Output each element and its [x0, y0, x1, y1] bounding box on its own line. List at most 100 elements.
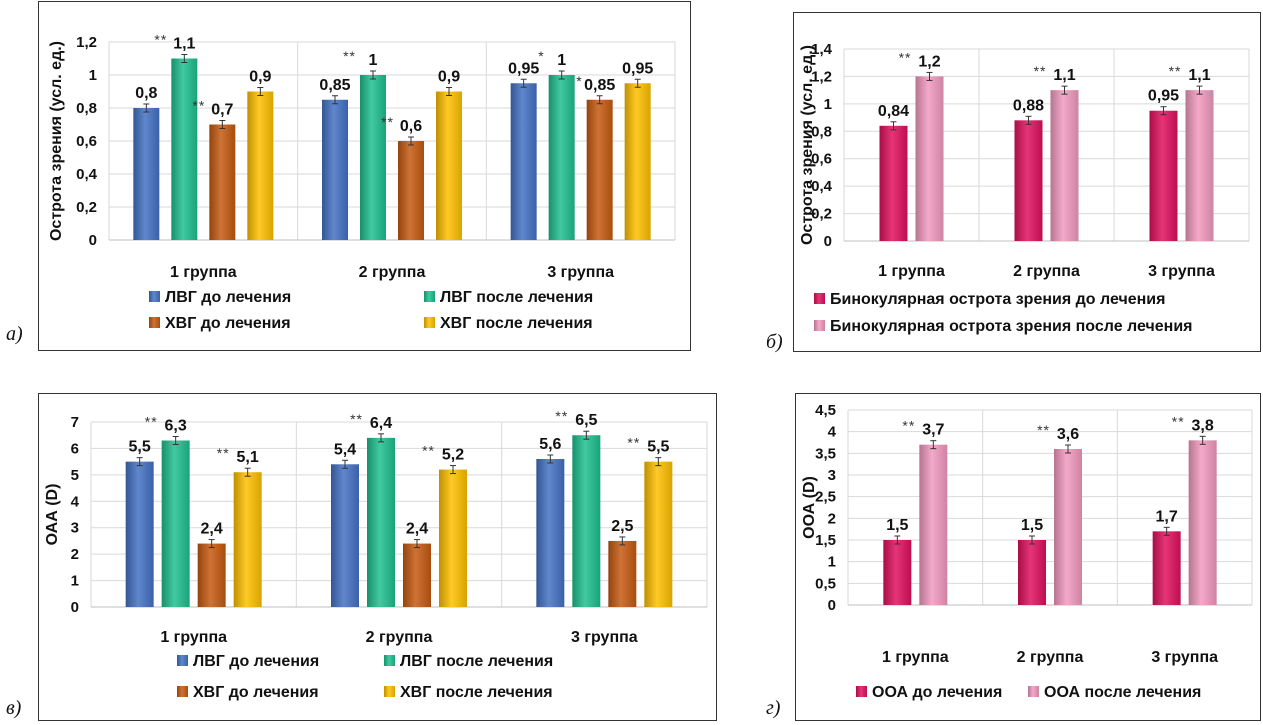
significance-mark: **	[1037, 422, 1050, 438]
bar	[197, 543, 226, 607]
y-tick-label: 2,5	[815, 489, 836, 506]
y-tick-label: 1,5	[815, 532, 836, 549]
significance-mark: **	[1169, 63, 1182, 79]
significance-mark: **	[381, 114, 394, 130]
data-label: 6,3	[165, 418, 187, 435]
legend-swatch	[177, 686, 188, 697]
data-label: 5,4	[334, 441, 356, 458]
y-tick-label: 1	[828, 554, 836, 571]
y-tick-label: 0,6	[76, 133, 97, 150]
y-tick-label: 0,6	[811, 151, 832, 168]
data-label: 5,5	[647, 439, 669, 456]
panel-label-b: б)	[766, 331, 783, 353]
legend-label: ООА до лечения	[872, 684, 1002, 701]
bar	[133, 108, 160, 240]
data-label: 1,1	[173, 36, 195, 53]
legend-swatch	[384, 686, 395, 697]
bar	[879, 125, 908, 241]
y-tick-label: 3,5	[815, 445, 836, 462]
significance-mark: **	[899, 49, 912, 65]
data-label: 1,7	[1156, 508, 1178, 525]
bar	[1185, 90, 1214, 242]
data-label: 0,9	[438, 69, 460, 86]
y-tick-label: 1	[71, 573, 79, 590]
y-tick-label: 7	[71, 414, 79, 431]
y-tick-label: 2	[828, 510, 836, 527]
bar	[1018, 540, 1046, 605]
category-label: 2 группа	[359, 264, 426, 281]
data-label: 1,1	[1188, 67, 1210, 84]
data-label: 3,7	[922, 422, 944, 439]
significance-mark: **	[555, 408, 568, 424]
legend-label: Бинокулярная острота зрения до лечения	[830, 291, 1165, 308]
bar	[608, 540, 637, 607]
bar	[1014, 120, 1043, 241]
data-label: 5,6	[539, 436, 561, 453]
bar	[1054, 449, 1082, 605]
legend-swatch	[856, 686, 867, 697]
category-label: 3 группа	[1148, 263, 1215, 280]
legend-swatch	[149, 291, 160, 302]
y-axis-label: Острота зрения (усл. ед.)	[799, 45, 816, 245]
data-label: 1	[369, 52, 378, 69]
y-axis-label: ООА (D)	[801, 476, 818, 539]
y-tick-label: 0,4	[811, 178, 833, 195]
data-label: 1,1	[1053, 67, 1075, 84]
y-tick-label: 1,2	[811, 68, 832, 85]
y-tick-label: 4	[828, 424, 837, 441]
significance-mark: **	[145, 414, 158, 430]
data-label: 5,1	[237, 449, 259, 466]
significance-mark: **	[192, 98, 205, 114]
bar	[209, 124, 236, 240]
chart-panel-a: 0 0,2 0,4 0,6 0,8 1 1,2 Острота зрения (усл. ед…	[38, 1, 691, 351]
bar	[398, 141, 424, 240]
panel-label-a: а)	[6, 323, 23, 345]
bar	[624, 83, 651, 240]
legend-swatch	[814, 293, 825, 304]
data-label: 2,5	[611, 518, 633, 535]
y-axis-label: ОАА (D)	[44, 484, 61, 546]
legend-label: ХВГ до лечения	[193, 684, 319, 701]
y-tick-label: 6	[71, 440, 79, 457]
data-label: 0,7	[211, 102, 233, 119]
legend-swatch	[149, 317, 160, 328]
legend-swatch	[177, 655, 188, 666]
y-tick-label: 0,8	[811, 123, 832, 140]
significance-mark: *	[538, 48, 544, 64]
category-label: 3 группа	[1151, 649, 1218, 666]
bar	[247, 91, 274, 240]
data-label: 1,2	[918, 53, 940, 70]
bar	[1050, 90, 1079, 242]
data-label: 0,95	[508, 60, 539, 77]
y-tick-label: 0,4	[76, 166, 98, 183]
category-label: 1 группа	[170, 264, 237, 281]
bar	[1188, 440, 1217, 605]
panel-label-c: в)	[6, 697, 22, 719]
legend-label: ООА после лечения	[1044, 684, 1201, 701]
bar	[572, 435, 601, 607]
y-tick-label: 1,4	[811, 41, 833, 58]
data-label: 0,95	[1148, 88, 1179, 105]
legend-label: ЛВГ до лечения	[165, 289, 291, 306]
chart-panel-c: 0 1 2 3 4 5 6 7 ОАА (D) 5,5 6,3 ** 2,4 5,1 ** 1 группа 5…	[38, 393, 717, 721]
y-tick-label: 0,2	[811, 206, 832, 223]
legend-label: ХВГ до лечения	[165, 315, 291, 332]
y-tick-label: 1,2	[76, 34, 97, 51]
bar	[171, 58, 198, 240]
data-label: 0,84	[878, 103, 909, 120]
legend-label: ХВГ после лечения	[440, 315, 593, 332]
category-label: 1 группа	[160, 629, 227, 646]
bar	[322, 99, 348, 240]
y-tick-label: 4,5	[815, 402, 836, 419]
data-label: 5,5	[129, 439, 151, 456]
chart-panel-d: 0 0,5 1 1,5 2 2,5 3 3,5 4 4,5 ООА (D) 1,5 3,7 ** 1 гру…	[795, 393, 1261, 721]
legend-swatch	[814, 320, 825, 331]
data-label: 1	[557, 52, 566, 69]
bar	[1149, 110, 1178, 241]
y-tick-label: 0,5	[815, 575, 836, 592]
bar	[403, 543, 431, 607]
bar	[436, 91, 462, 240]
data-label: 2,4	[406, 521, 428, 538]
